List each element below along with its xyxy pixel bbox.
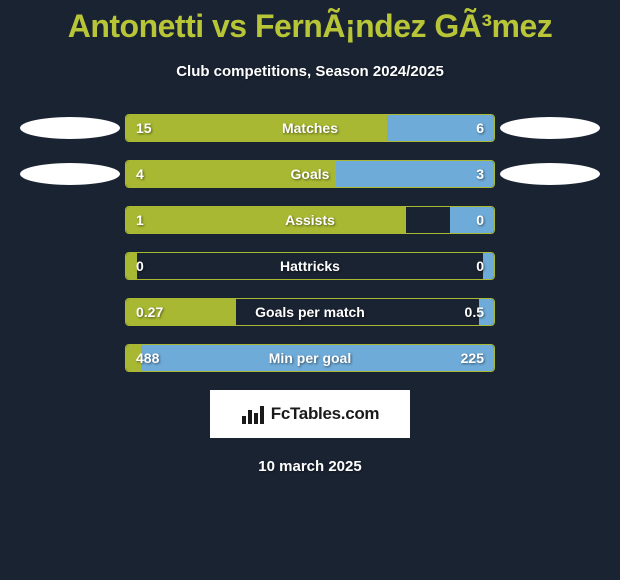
bar-container: 0 0 Hattricks: [125, 252, 495, 280]
bar-right: [450, 207, 494, 233]
bar-container: 0.27 0.5 Goals per match: [125, 298, 495, 326]
decor-left: [15, 163, 125, 185]
value-left: 1: [136, 212, 144, 228]
stat-row: 1 0 Assists: [0, 206, 620, 234]
stat-label: Assists: [285, 212, 335, 228]
value-right: 0: [476, 258, 484, 274]
stat-row: 0.27 0.5 Goals per match: [0, 298, 620, 326]
stat-label: Hattricks: [280, 258, 340, 274]
value-right: 225: [461, 350, 484, 366]
page-title: Antonetti vs FernÃ¡ndez GÃ³mez: [0, 0, 620, 45]
value-left: 0.27: [136, 304, 163, 320]
stat-row: 15 6 Matches: [0, 114, 620, 142]
decor-ellipse: [500, 117, 600, 139]
bar-right: [483, 253, 494, 279]
value-right: 6: [476, 120, 484, 136]
value-right: 3: [476, 166, 484, 182]
stat-label: Matches: [282, 120, 338, 136]
footer-logo: FcTables.com: [210, 390, 410, 438]
bar-container: 15 6 Matches: [125, 114, 495, 142]
decor-right: [495, 117, 605, 139]
decor-left: [15, 117, 125, 139]
footer-date: 10 march 2025: [0, 458, 620, 475]
bar-container: 4 3 Goals: [125, 160, 495, 188]
comparison-chart: 15 6 Matches 4 3 Goals 1 0 Assists 0 0 Hattricks 0.2…: [0, 114, 620, 372]
value-right: 0: [476, 212, 484, 228]
value-left: 15: [136, 120, 152, 136]
bar-left: [126, 115, 387, 141]
decor-ellipse: [20, 117, 120, 139]
stat-label: Goals: [291, 166, 330, 182]
bar-container: 488 225 Min per goal: [125, 344, 495, 372]
stat-row: 0 0 Hattricks: [0, 252, 620, 280]
value-left: 488: [136, 350, 159, 366]
value-right: 0.5: [465, 304, 484, 320]
page-subtitle: Club competitions, Season 2024/2025: [0, 63, 620, 80]
footer-logo-text: FcTables.com: [271, 404, 380, 424]
value-left: 0: [136, 258, 144, 274]
stat-row: 4 3 Goals: [0, 160, 620, 188]
decor-ellipse: [500, 163, 600, 185]
stat-row: 488 225 Min per goal: [0, 344, 620, 372]
stat-label: Min per goal: [269, 350, 351, 366]
bar-container: 1 0 Assists: [125, 206, 495, 234]
value-left: 4: [136, 166, 144, 182]
decor-ellipse: [20, 163, 120, 185]
bar-right: [336, 161, 494, 187]
bar-left: [126, 207, 406, 233]
decor-right: [495, 163, 605, 185]
bars-icon: [241, 404, 265, 424]
stat-label: Goals per match: [255, 304, 365, 320]
